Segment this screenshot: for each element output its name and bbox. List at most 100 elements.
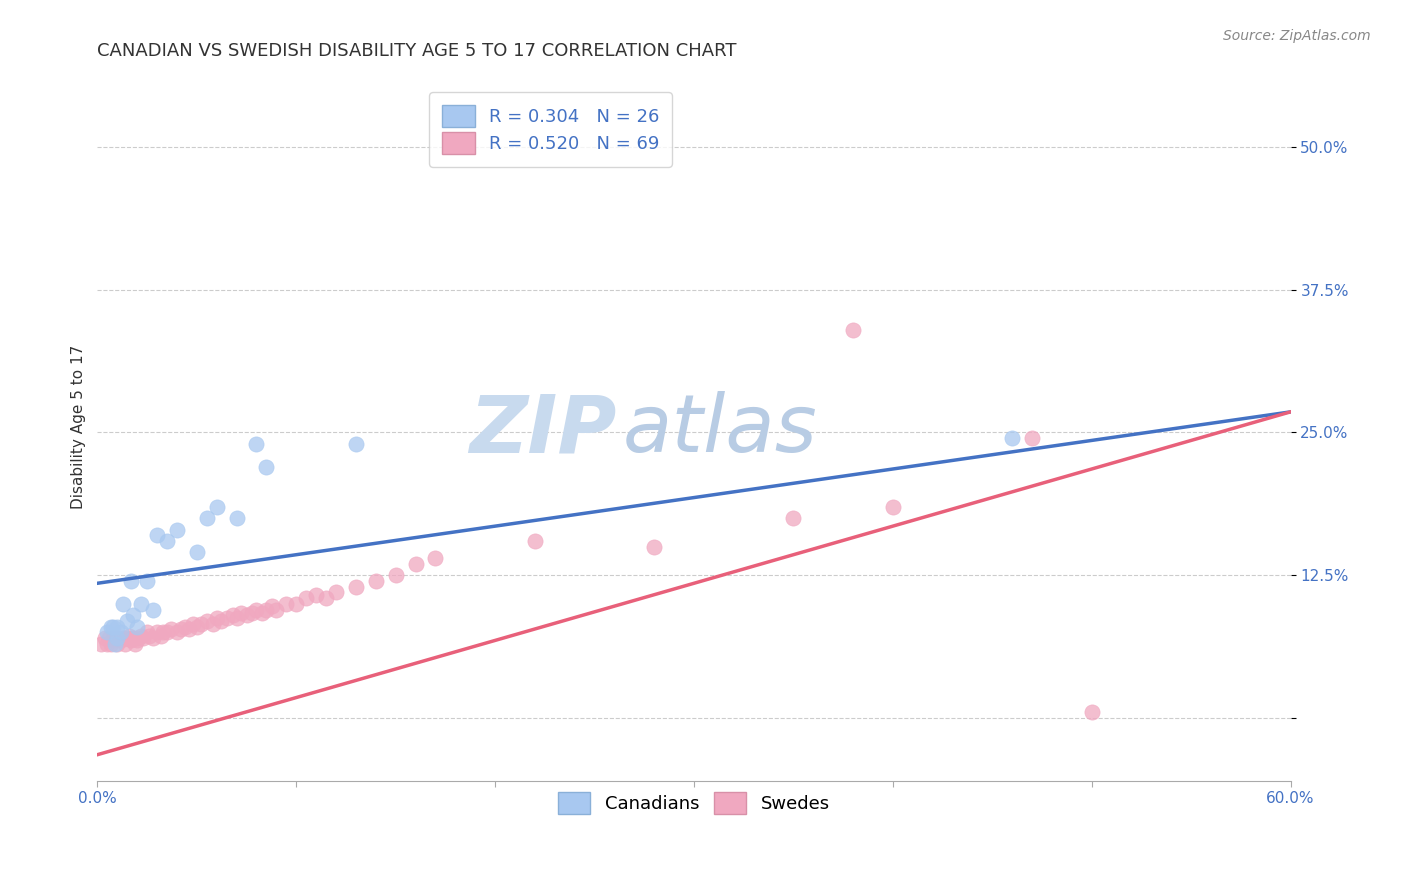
Point [138,629,160,643]
Point [276,597,298,611]
Point [643,540,665,554]
Point [201,617,224,632]
Point [384,568,406,582]
Point [96,637,118,651]
Point [122,631,145,645]
Point [122,608,145,623]
Point [110,633,132,648]
Point [103,620,125,634]
Point [112,631,135,645]
Point [315,591,337,606]
Point [262,599,284,614]
Point [104,633,127,648]
Point [1080,706,1102,720]
Point [523,533,546,548]
Point [114,637,136,651]
Point [96,625,118,640]
Point [118,629,141,643]
Point [156,533,179,548]
Point [254,602,277,616]
Point [209,614,232,628]
Point [245,437,267,451]
Point [105,637,128,651]
Point [170,622,193,636]
Point [305,588,328,602]
Point [245,602,267,616]
Point [425,551,447,566]
Point [173,620,195,634]
Point [344,437,367,451]
Point [186,545,208,559]
Point [129,629,152,643]
Point [103,631,125,645]
Point [181,617,204,632]
Point [105,620,128,634]
Point [782,511,804,525]
Point [1021,431,1043,445]
Point [150,629,173,643]
Point [127,620,149,634]
Point [186,620,208,634]
Point [221,608,243,623]
Text: CANADIAN VS SWEDISH DISABILITY AGE 5 TO 17 CORRELATION CHART: CANADIAN VS SWEDISH DISABILITY AGE 5 TO … [97,42,737,60]
Point [110,625,132,640]
Point [177,622,200,636]
Point [115,614,138,628]
Point [235,608,257,623]
Point [205,500,228,514]
Point [124,637,146,651]
Point [205,610,228,624]
Point [120,633,142,648]
Point [842,322,865,336]
Point [105,631,128,645]
Y-axis label: Disability Age 5 to 17: Disability Age 5 to 17 [72,344,86,508]
Point [146,528,169,542]
Point [225,511,247,525]
Point [166,625,188,640]
Point [195,511,218,525]
Point [166,523,188,537]
Point [146,625,169,640]
Point [94,631,117,645]
Point [120,574,142,588]
Legend: Canadians, Swedes: Canadians, Swedes [547,781,841,825]
Point [252,606,274,620]
Point [156,625,179,640]
Point [195,614,218,628]
Point [136,574,159,588]
Point [115,631,138,645]
Point [266,602,288,616]
Point [100,637,122,651]
Point [100,620,122,634]
Point [142,631,165,645]
Point [225,610,247,624]
Point [325,585,347,599]
Point [112,597,135,611]
Point [229,606,252,620]
Point [90,637,112,651]
Point [285,597,308,611]
Point [127,631,149,645]
Point [364,574,387,588]
Point [105,631,128,645]
Point [136,625,159,640]
Point [129,597,152,611]
Point [254,459,277,474]
Point [405,557,427,571]
Point [295,591,318,606]
Point [344,580,367,594]
Point [132,631,155,645]
Point [160,622,183,636]
Point [242,606,264,620]
Text: atlas: atlas [623,392,817,469]
Point [104,637,127,651]
Point [127,633,149,648]
Point [142,602,165,616]
Point [190,617,212,632]
Point [215,610,238,624]
Point [882,500,904,514]
Point [98,631,121,645]
Point [1001,431,1024,445]
Text: ZIP: ZIP [470,392,616,469]
Text: Source: ZipAtlas.com: Source: ZipAtlas.com [1223,29,1371,44]
